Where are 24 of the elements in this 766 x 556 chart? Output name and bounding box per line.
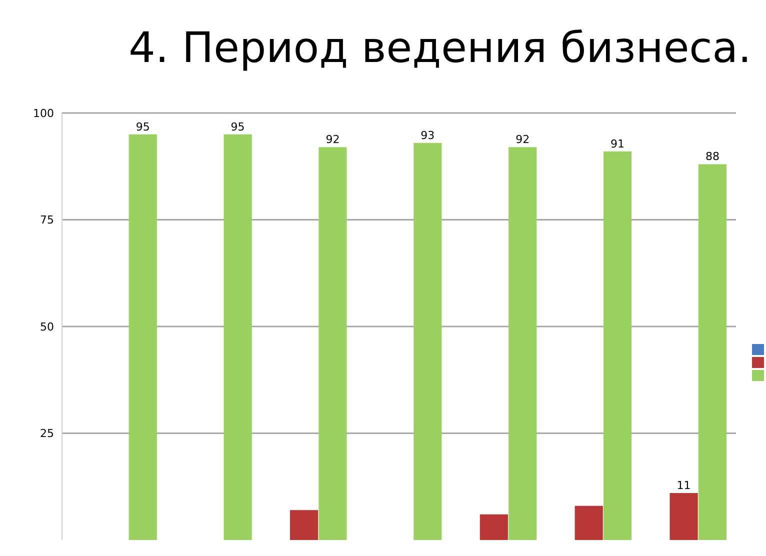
y-tick-label: 25 [40, 427, 54, 440]
chart-title: 4. Период ведения бизнеса. [128, 23, 752, 72]
data-label: 88 [705, 150, 720, 164]
y-tick-label: 75 [40, 214, 54, 227]
bar [603, 151, 632, 540]
data-label: 92 [516, 133, 530, 146]
y-tick-label: 50 [40, 320, 54, 334]
bar [224, 134, 252, 540]
bar [290, 510, 318, 540]
bar [480, 514, 508, 540]
data-label: 95 [230, 120, 245, 134]
data-label: 11 [676, 479, 691, 492]
bar [670, 493, 698, 540]
bar [128, 134, 157, 540]
bar [318, 147, 347, 540]
bar [698, 164, 727, 540]
bar [574, 506, 603, 540]
data-label: 93 [420, 128, 435, 142]
bar [508, 147, 537, 540]
data-label: 91 [610, 137, 625, 150]
data-label: 92 [326, 133, 340, 146]
bar [414, 142, 442, 540]
data-label: 95 [136, 120, 150, 134]
y-tick-label: 100 [33, 106, 54, 120]
